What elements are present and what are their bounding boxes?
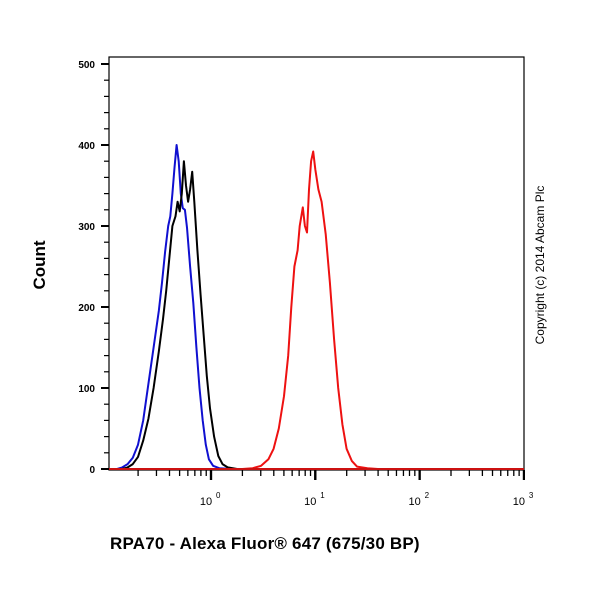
histogram-curves [109,144,524,470]
y-axis-label: Count [30,240,49,290]
y-tick-label: 400 [78,141,95,152]
x-tick-label: 10 [200,496,212,508]
x-axis: 10 0 10 1 10 2 10 3 [137,470,534,508]
y-tick-label: 500 [78,60,95,71]
y-tick-label: 0 [89,465,95,476]
copyright-notice: Copyright (c) 2014 Abcam Plc [533,185,547,345]
x-tick-label: 10 [513,496,525,508]
x-tick-label: 10 [304,496,316,508]
plot-border [108,56,525,471]
x-tick-exponent: 3 [529,491,534,500]
y-tick-label: 300 [78,222,95,233]
x-tick-exponent: 1 [320,491,325,500]
red-histogram-line [109,150,524,470]
x-tick-label: 10 [408,496,420,508]
y-tick-label: 100 [78,384,95,395]
plot-frame [108,56,525,471]
x-tick-exponent: 0 [216,491,221,500]
black-histogram-line [109,160,524,470]
y-axis: 0 100 200 300 400 500 [78,60,109,476]
x-tick-exponent: 2 [425,491,430,500]
x-axis-label: RPA70 - Alexa Fluor® 647 (675/30 BP) [110,534,420,553]
blue-histogram-line [109,144,524,470]
y-tick-label: 200 [78,303,95,314]
